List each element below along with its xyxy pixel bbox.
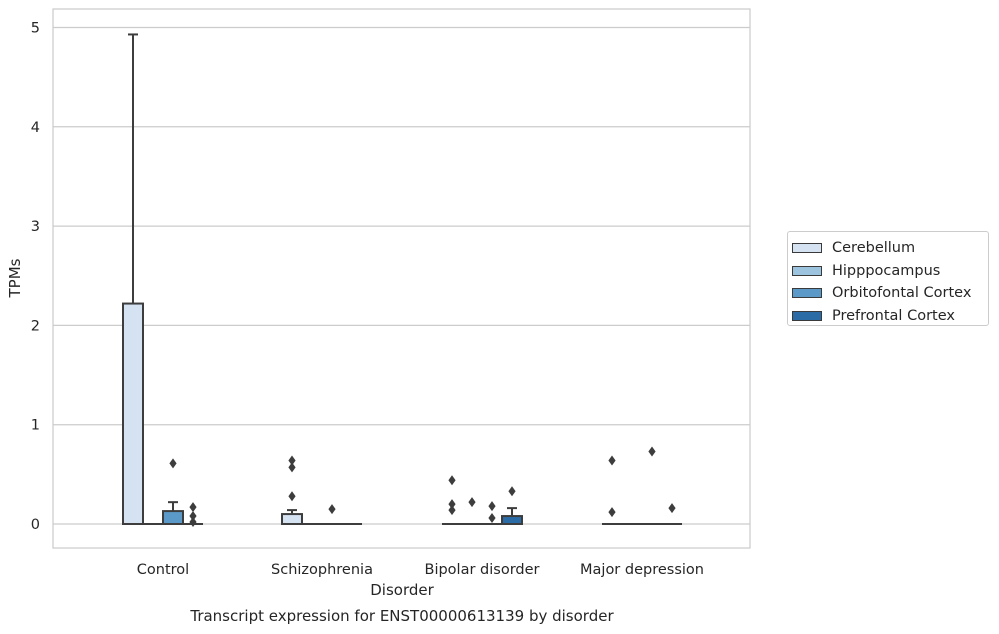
legend-label: Prefrontal Cortex <box>832 308 955 325</box>
x-axis-label: Disorder <box>370 581 434 599</box>
outlier-point <box>508 486 516 497</box>
plot-area-frame <box>52 8 751 549</box>
box <box>501 515 523 526</box>
legend: Cerebellum Hipppocampus Orbitofontal Corte… <box>787 231 989 326</box>
outlier-point <box>468 497 476 508</box>
series-hipppocampus <box>143 497 642 525</box>
y-tick-label: 1 <box>31 418 40 434</box>
x-tick-label: Control <box>137 562 189 578</box>
outlier-point <box>169 458 177 469</box>
box <box>281 513 303 526</box>
legend-swatch <box>792 288 822 299</box>
chart-title: Transcript expression for ENST0000061313… <box>189 607 614 625</box>
x-tick-label: Major depression <box>580 562 704 578</box>
outlier-point <box>328 504 336 515</box>
outlier-point <box>189 517 197 528</box>
x-axis-ticks: Control Schizophrenia Bipolar disorder Majo… <box>137 562 704 578</box>
legend-swatch <box>792 243 822 254</box>
legend-item: Cerebellum <box>792 237 988 260</box>
box-series <box>122 33 682 528</box>
y-tick-label: 0 <box>31 517 40 533</box>
legend-label: Hipppocampus <box>832 262 941 279</box>
legend-item: Prefrontal Cortex <box>792 305 988 328</box>
outlier-point <box>448 475 456 486</box>
outlier-point <box>288 491 296 502</box>
legend-item: Hipppocampus <box>792 260 988 283</box>
y-tick-label: 4 <box>31 120 40 136</box>
outlier-point <box>488 513 496 524</box>
y-axis-label: TPMs <box>6 258 24 298</box>
x-tick-label: Bipolar disorder <box>425 562 540 578</box>
outlier-point <box>448 499 456 510</box>
legend-label: Orbitofontal Cortex <box>832 285 972 302</box>
outlier-point <box>189 511 197 522</box>
outlier-point <box>668 503 676 514</box>
y-tick-label: 2 <box>31 318 40 334</box>
box <box>162 510 184 526</box>
series-cerebellum <box>122 33 622 526</box>
legend-label: Cerebellum <box>832 240 916 257</box>
x-tick-label: Schizophrenia <box>271 562 373 578</box>
series-orbitofontal-cortex <box>162 446 662 526</box>
legend-swatch <box>792 311 822 322</box>
gridlines <box>53 26 750 525</box>
y-tick-label: 5 <box>31 21 40 37</box>
y-axis-ticks: 0 1 2 3 4 5 <box>31 21 40 534</box>
outlier-point <box>608 507 616 518</box>
legend-item: Orbitofontal Cortex <box>792 282 988 305</box>
y-tick-label: 3 <box>31 219 40 235</box>
box <box>122 302 144 525</box>
outlier-point <box>288 455 296 466</box>
outlier-point <box>608 455 616 466</box>
outlier-point <box>189 502 197 513</box>
outlier-point <box>288 462 296 473</box>
series-prefrontal-cortex <box>183 486 682 528</box>
outlier-point <box>488 501 496 512</box>
legend-swatch <box>792 265 822 276</box>
outlier-point <box>648 446 656 457</box>
outlier-point <box>448 505 456 516</box>
